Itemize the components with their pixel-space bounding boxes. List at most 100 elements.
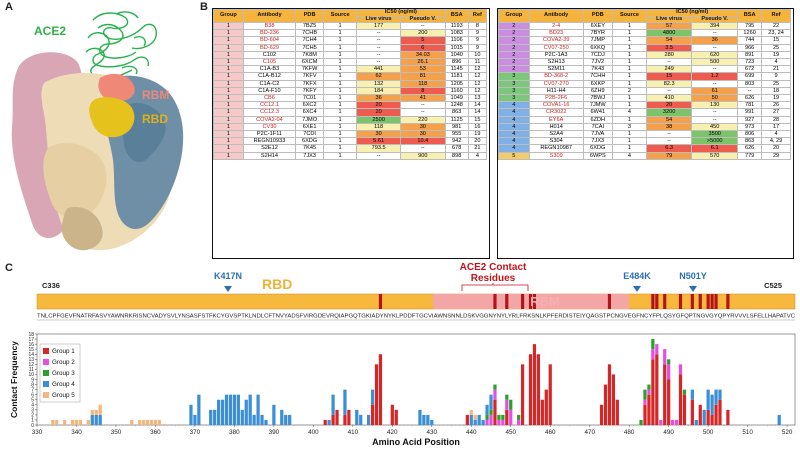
bar-group-1 <box>647 394 651 425</box>
bar-group-4 <box>280 409 284 425</box>
table-row: 2 S2H13 7JV2 1 -- 500 723 4 <box>498 58 791 67</box>
cell-group: 1 <box>213 36 244 45</box>
mutation-markers: K417N E484K N501Y <box>214 271 707 292</box>
bar-group-2 <box>667 364 671 380</box>
cell-pdb: 6XKQ <box>582 43 613 52</box>
col-bsa: BSA <box>737 9 763 23</box>
table-row: 4 COVA1-16 7JMW 1 20 130 781 26 <box>498 101 791 110</box>
bar-group-1 <box>335 409 339 425</box>
legend-swatch <box>43 392 49 398</box>
cell-pdb: 7JV2 <box>582 58 613 67</box>
ace2-contact-mark <box>690 294 694 309</box>
bar-group-2 <box>517 419 521 425</box>
bar-group-4 <box>473 419 477 425</box>
bar-group-2 <box>678 364 683 375</box>
bar-group-1 <box>651 359 655 425</box>
legend-label: Group 4 <box>52 381 75 388</box>
cell-ref: 4 <box>761 58 791 67</box>
cell-antibody: C1A-C2 <box>242 79 297 88</box>
cell-source: 1 <box>323 58 358 67</box>
table-row: 2 S2M11 7K43 1 249 -- 672 21 <box>498 65 791 74</box>
col-ic50: IC50 (ng/ml) <box>646 9 739 17</box>
cell-group: 4 <box>498 130 530 139</box>
cell-pseudo-virus: -- <box>691 29 739 38</box>
cell-source: 1 <box>611 79 648 88</box>
y-tick-label: 7 <box>31 387 34 393</box>
bar-group-1 <box>611 374 616 425</box>
bar-group-4 <box>477 414 481 425</box>
cell-live-virus: 6.3 <box>646 144 693 153</box>
cell-antibody: REGN10987 <box>528 144 584 153</box>
cell-bsa: 1248 <box>444 101 469 110</box>
cell-live-virus: 79 <box>646 151 693 160</box>
cell-antibody: EY6A <box>528 115 584 124</box>
x-tick-label: 510 <box>742 429 753 436</box>
cell-source: 1 <box>323 130 358 139</box>
cell-pseudo-virus: >5000 <box>691 137 739 146</box>
cell-source: 1 <box>323 21 358 31</box>
cell-antibody: P2B-2F6 <box>528 94 584 103</box>
cell-source: 1 <box>323 137 358 146</box>
bar-group-1 <box>615 399 619 425</box>
cell-source: 1 <box>611 94 648 103</box>
bar-group-2 <box>489 414 493 425</box>
cell-group: 1 <box>213 130 244 139</box>
cell-group: 4 <box>498 115 530 124</box>
cell-bsa: 1205 <box>444 79 469 88</box>
cell-pseudo-virus: -- <box>691 79 739 88</box>
cell-antibody: BD-236 <box>242 29 297 38</box>
bar-group-1 <box>682 394 687 425</box>
bar-group-4 <box>228 394 233 425</box>
rbd-label: RBD <box>142 112 168 126</box>
bar-group-5 <box>51 419 55 425</box>
cell-ref: 16 <box>467 122 488 132</box>
cell-ref: 18 <box>761 86 791 96</box>
ace2-contact-mark <box>655 294 659 309</box>
bar-group-4 <box>367 414 371 425</box>
bar-group-1 <box>599 404 604 425</box>
cell-pseudo-virus: 118 <box>400 79 446 88</box>
panel-label-c: C <box>5 262 13 274</box>
cell-live-virus: -- <box>356 43 402 52</box>
bar-group-3 <box>682 389 687 395</box>
cell-antibody: CR3022 <box>528 108 584 117</box>
cell-group: 1 <box>213 50 244 60</box>
cell-pdb: 6XC4 <box>295 108 325 117</box>
ace2-contact-marks <box>378 294 730 309</box>
bar-group-1 <box>343 414 347 425</box>
bar-group-4 <box>710 394 714 415</box>
panel-label-b: B <box>200 1 208 13</box>
cell-live-virus: 38 <box>646 122 693 132</box>
cell-antibody: COVA2-39 <box>528 36 584 45</box>
y-tick-label: 10 <box>28 372 34 378</box>
bar-group-4 <box>714 389 718 405</box>
cell-bsa: 863 <box>444 108 469 117</box>
contact-frequency-figure: ACE2 Contact Residues RBD RBM C336 C525 … <box>9 262 796 447</box>
table-row: 3 H11-H4 6ZH9 2 -- 61 -- 18 <box>498 86 791 96</box>
cell-live-virus: 177 <box>356 21 402 31</box>
col-ref: Ref <box>761 9 791 23</box>
cell-pdb: 7CDI <box>295 130 325 139</box>
cell-ref: 12 <box>467 79 488 88</box>
cell-antibody: S2H13 <box>528 58 584 67</box>
cell-group: 2 <box>498 29 530 38</box>
table-row: 1 BD-236 7CHB 1 -- 200 1083 9 <box>213 29 488 38</box>
cell-live-virus: -- <box>356 29 402 38</box>
cell-pdb: 6XC2 <box>295 101 325 110</box>
x-tick-label: 400 <box>308 429 319 436</box>
cell-ref: 29 <box>761 151 791 160</box>
y-tick-label: 12 <box>28 362 34 368</box>
table-row: 1 CC12.3 6XC4 1 20 -- 863 14 <box>213 108 488 117</box>
bar-group-4 <box>426 414 430 425</box>
bar-group-3 <box>509 399 513 410</box>
x-tick-label: 420 <box>387 429 398 436</box>
bar-group-2 <box>485 419 489 425</box>
cell-source: 1 <box>323 65 358 74</box>
cell-antibody: S2H14 <box>242 151 297 160</box>
cell-source: 1 <box>323 108 358 117</box>
cell-bsa: 955 <box>444 130 469 139</box>
cell-pseudo-virus: -- <box>691 65 739 74</box>
table-row: 1 S2E12 7K45 1 793.5 -- 678 21 <box>213 144 488 153</box>
cell-pdb: 7K45 <box>295 144 325 153</box>
cell-antibody: CV30 <box>242 122 297 132</box>
